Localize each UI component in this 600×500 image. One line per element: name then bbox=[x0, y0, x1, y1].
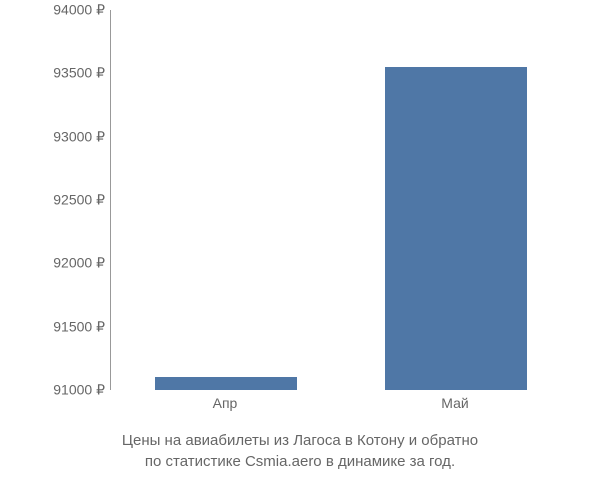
y-axis-tick: 93000 ₽ bbox=[30, 128, 105, 145]
bar bbox=[155, 377, 298, 390]
y-axis-tick: 92000 ₽ bbox=[30, 255, 105, 272]
y-axis-tick: 94000 ₽ bbox=[30, 2, 105, 19]
caption-line-2: по статистике Csmia.aero в динамике за г… bbox=[145, 453, 455, 470]
y-axis-tick: 91500 ₽ bbox=[30, 318, 105, 335]
bar bbox=[385, 67, 528, 390]
y-axis-tick: 91000 ₽ bbox=[30, 382, 105, 399]
plot-area bbox=[110, 10, 570, 390]
y-axis-tick: 93500 ₽ bbox=[30, 65, 105, 82]
x-axis-tick: Апр bbox=[213, 395, 238, 411]
caption-line-1: Цены на авиабилеты из Лагоса в Котону и … bbox=[122, 432, 478, 449]
y-axis-tick: 92500 ₽ bbox=[30, 192, 105, 209]
x-axis-tick: Май bbox=[441, 395, 468, 411]
price-chart: 91000 ₽ 91500 ₽ 92000 ₽ 92500 ₽ 93000 ₽ 93500… bbox=[30, 10, 570, 420]
chart-caption: Цены на авиабилеты из Лагоса в Котону и … bbox=[0, 430, 600, 472]
